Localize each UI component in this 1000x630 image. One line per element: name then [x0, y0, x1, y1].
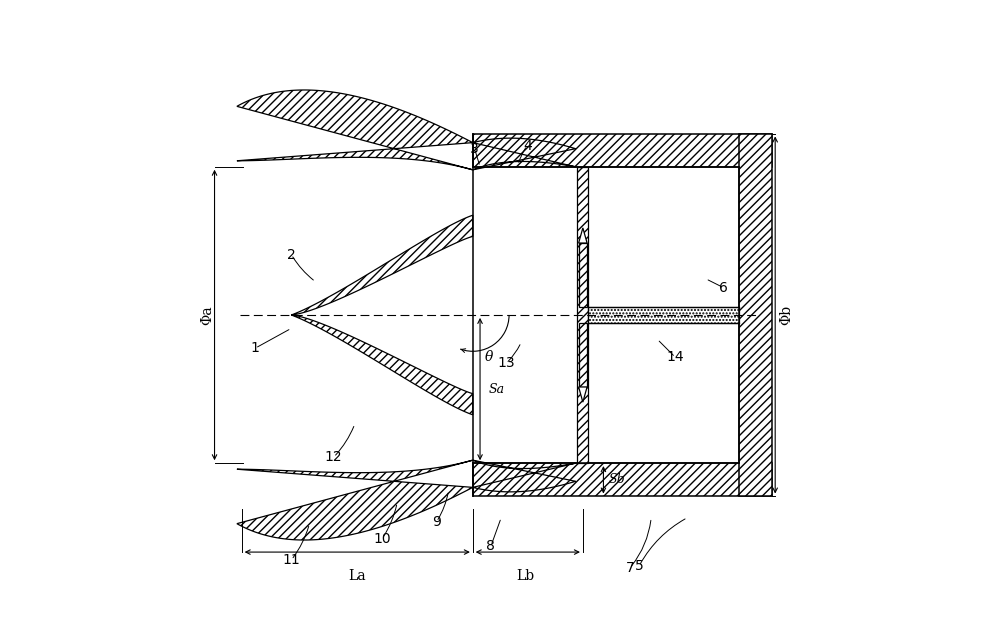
Text: 6: 6	[719, 281, 728, 295]
Text: Sa: Sa	[489, 382, 505, 396]
Text: 10: 10	[373, 532, 391, 546]
Polygon shape	[237, 90, 473, 170]
Bar	[473, 463, 772, 496]
Bar	[579, 243, 587, 307]
Polygon shape	[473, 460, 576, 492]
Bar	[577, 167, 588, 463]
Text: 9: 9	[432, 515, 441, 529]
Bar	[579, 323, 587, 387]
Text: 2: 2	[287, 248, 296, 261]
Text: Sb: Sb	[608, 473, 625, 486]
Text: 3: 3	[470, 142, 479, 156]
Polygon shape	[291, 315, 473, 415]
Text: 1: 1	[251, 341, 259, 355]
Text: 14: 14	[667, 350, 684, 364]
Polygon shape	[473, 138, 576, 170]
Text: 7: 7	[626, 561, 634, 575]
Text: 13: 13	[497, 357, 515, 370]
Text: 8: 8	[486, 539, 495, 553]
Text: Lb: Lb	[516, 569, 534, 583]
Bar	[588, 307, 739, 323]
Bar	[739, 134, 772, 496]
Bar	[473, 134, 772, 167]
Polygon shape	[579, 387, 587, 402]
Text: Φa: Φa	[200, 305, 214, 325]
Text: 4: 4	[523, 139, 532, 152]
Text: 5: 5	[635, 559, 643, 573]
Text: 11: 11	[282, 553, 300, 567]
Text: 12: 12	[325, 450, 342, 464]
Polygon shape	[291, 215, 473, 315]
Text: Φb: Φb	[779, 305, 793, 325]
Text: θ: θ	[485, 350, 493, 364]
Polygon shape	[237, 460, 473, 540]
Text: La: La	[348, 569, 366, 583]
Polygon shape	[579, 228, 587, 243]
